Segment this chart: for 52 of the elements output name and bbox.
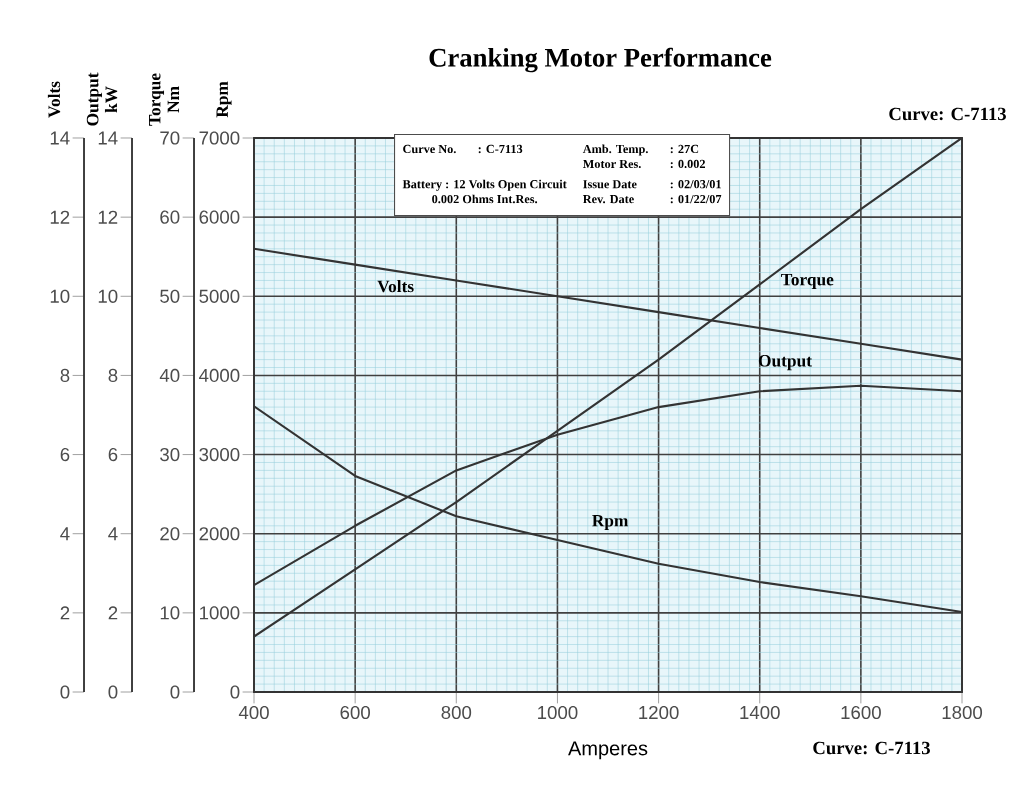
series-label: Volts	[377, 280, 414, 293]
text: Curve: C-7113	[889, 107, 1006, 121]
y2-tick-label: 0	[170, 685, 180, 699]
y3-tick-label: 12	[98, 210, 118, 224]
y2-tick-label: 50	[160, 289, 180, 303]
y-tick-label: 7000	[199, 131, 240, 145]
text: 8	[60, 368, 70, 383]
y2-tick-label: 70	[160, 131, 180, 145]
y2-tick-label: 60	[160, 210, 180, 224]
y3-tick-label: 2	[108, 606, 118, 620]
text: 0	[60, 685, 70, 699]
text: Volts	[47, 81, 61, 118]
text: 10	[50, 289, 70, 303]
text: 2	[60, 606, 70, 620]
y3-tick-label: 4	[108, 527, 118, 541]
y-axis-title: Rpm	[216, 81, 232, 118]
y2-tick-label: 20	[160, 527, 180, 541]
text: 14	[50, 131, 70, 145]
chart-title: Cranking Motor Performance	[429, 47, 772, 73]
x-tick-label: 1600	[841, 705, 881, 720]
text: 6	[60, 447, 70, 462]
x-tick-label: 1400	[740, 705, 780, 720]
series-label: Output	[758, 354, 812, 371]
y3-axis-title: Output kW	[86, 72, 118, 126]
y-tick-label: 2000	[199, 527, 240, 541]
y3-tick-label: 10	[98, 289, 118, 303]
series-label: Rpm	[592, 514, 629, 530]
x-tick-label: 800	[441, 705, 472, 720]
x-tick-label: 1800	[942, 705, 983, 720]
x-tick-label: 1200	[639, 705, 679, 720]
x-axis-title: Amperes	[568, 741, 648, 760]
y2-tick-label: 30	[160, 447, 180, 462]
series-label: Torque	[781, 273, 834, 289]
y-tick-label: 5000	[199, 289, 240, 303]
y-tick-label: 1000	[200, 606, 240, 620]
text: Curve: C-7113	[813, 741, 930, 755]
y3-tick-label: 6	[108, 447, 118, 462]
x-tick-label: 600	[340, 705, 370, 720]
x-tick-label: 400	[238, 705, 269, 720]
y3-tick-label: 0	[108, 685, 118, 699]
y-tick-label: 0	[230, 685, 240, 699]
text: 12	[50, 210, 70, 224]
y2-tick-label: 40	[159, 368, 180, 383]
y-tick-label: 6000	[199, 210, 240, 224]
y2-axis-title: Torque Nm	[149, 73, 180, 126]
y3-tick-label: 8	[108, 368, 118, 383]
y-tick-label: 4000	[199, 368, 240, 383]
y3-tick-label: 14	[98, 131, 118, 145]
y2-tick-label: 10	[160, 606, 180, 620]
y-tick-label: 3000	[199, 447, 240, 462]
x-tick-label: 1000	[538, 705, 578, 720]
text: 4	[60, 527, 70, 541]
